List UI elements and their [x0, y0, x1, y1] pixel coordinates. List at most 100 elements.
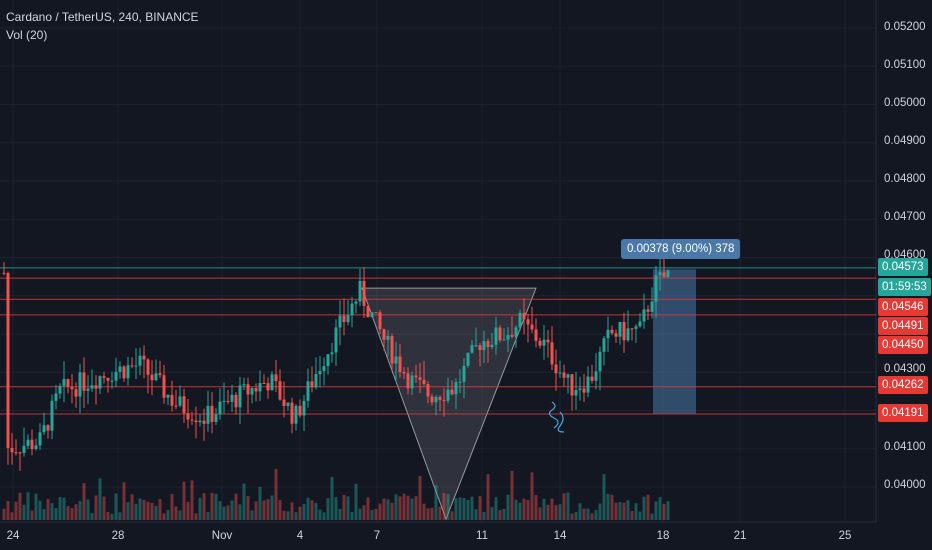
candle-body: [370, 312, 374, 318]
volume-bar: [466, 499, 470, 520]
candle-body: [54, 393, 58, 401]
candle-body: [190, 419, 194, 421]
last-price-badge: 0.04573: [878, 258, 928, 276]
volume-bar: [402, 493, 406, 520]
candle-body: [270, 374, 274, 391]
volume-bar: [230, 500, 234, 520]
volume-bar: [290, 502, 294, 520]
candle-body: [50, 400, 54, 431]
volume-bar: [122, 482, 126, 520]
volume-bar: [650, 513, 654, 520]
volume-bar: [558, 504, 562, 520]
candle-body: [426, 384, 430, 397]
volume-bar: [622, 502, 626, 520]
candle-body: [330, 352, 334, 355]
candle-body: [658, 272, 662, 276]
x-tick: 28: [111, 530, 125, 542]
volume-bar: [398, 496, 402, 520]
volume-bar: [210, 492, 214, 520]
candle-body: [474, 345, 478, 347]
volume-bar: [494, 497, 498, 520]
candle-body: [110, 380, 114, 382]
candle-body: [446, 389, 450, 401]
candle-body: [490, 344, 494, 348]
volume-bar: [614, 502, 618, 520]
candle-body: [66, 379, 70, 388]
volume-bar: [426, 508, 430, 520]
candle-body: [26, 439, 30, 446]
volume-bar: [174, 506, 178, 520]
volume-bar: [286, 511, 290, 520]
volume-bar: [214, 493, 218, 520]
volume-bar: [354, 483, 358, 520]
volume-bar: [110, 513, 114, 520]
volume-bar: [190, 480, 194, 520]
candle-body: [574, 390, 578, 396]
candle-body: [542, 339, 546, 346]
candle-body: [138, 355, 142, 366]
volume-bar: [202, 493, 206, 520]
volume-bar: [566, 492, 570, 520]
candle-body: [334, 327, 338, 353]
volume-bar: [234, 493, 238, 520]
volume-bar: [254, 501, 258, 520]
volume-bar: [302, 503, 306, 520]
candle-body: [538, 340, 542, 346]
y-tick: 0.05200: [884, 21, 926, 33]
volume-bar: [610, 494, 614, 520]
candle-body: [646, 309, 650, 312]
candle-body: [178, 396, 182, 406]
chart-legend: Cardano / TetherUS, 240, BINANCE Vol (20…: [6, 8, 199, 44]
candle-body: [498, 327, 502, 341]
volume-bar: [606, 493, 610, 520]
candle-body: [338, 315, 342, 328]
volume-bar: [182, 481, 186, 520]
volume-bar: [66, 506, 70, 520]
candle-body: [302, 400, 306, 416]
volume-bar: [282, 510, 286, 520]
candle-body: [634, 326, 638, 329]
volume-bar: [298, 506, 302, 520]
candle-body: [534, 329, 538, 341]
candle-body: [390, 335, 394, 364]
volume-bar: [482, 511, 486, 520]
volume-bar: [642, 496, 646, 520]
volume-bar: [114, 493, 118, 520]
candle-body: [38, 432, 42, 446]
level-badge: 0.04450: [878, 336, 928, 354]
volume-bar: [206, 512, 210, 520]
x-tick: 11: [476, 530, 488, 542]
candle-body: [74, 389, 78, 397]
volume-bar: [342, 494, 346, 520]
candle-body: [62, 379, 66, 386]
volume-bar: [414, 496, 418, 520]
candle-body: [98, 376, 102, 389]
candle-body: [126, 365, 130, 379]
volume-bar: [330, 476, 334, 520]
candle-body: [82, 372, 86, 391]
candle-body: [650, 301, 654, 312]
candle-body: [342, 315, 346, 323]
candle-body: [14, 452, 18, 454]
level-badge: 0.04491: [878, 317, 928, 335]
candle-body: [398, 356, 402, 373]
candle-body: [206, 405, 210, 424]
candle-body: [418, 377, 422, 380]
candle-body: [450, 389, 454, 395]
volume-bar: [270, 495, 274, 520]
volume-bar: [418, 475, 422, 520]
volume-bar: [274, 468, 278, 520]
handwritten-note: [548, 401, 565, 433]
volume-bar: [2, 508, 6, 520]
candle-body: [218, 401, 222, 415]
candle-body: [582, 388, 586, 393]
volume-bar: [18, 492, 22, 520]
candle-body: [142, 355, 146, 360]
candle-body: [366, 305, 370, 318]
volume-bar: [654, 501, 658, 520]
candle-body: [242, 384, 246, 386]
candle-body: [502, 339, 506, 341]
volume-bar: [638, 511, 642, 520]
x-tick: 25: [838, 530, 852, 542]
